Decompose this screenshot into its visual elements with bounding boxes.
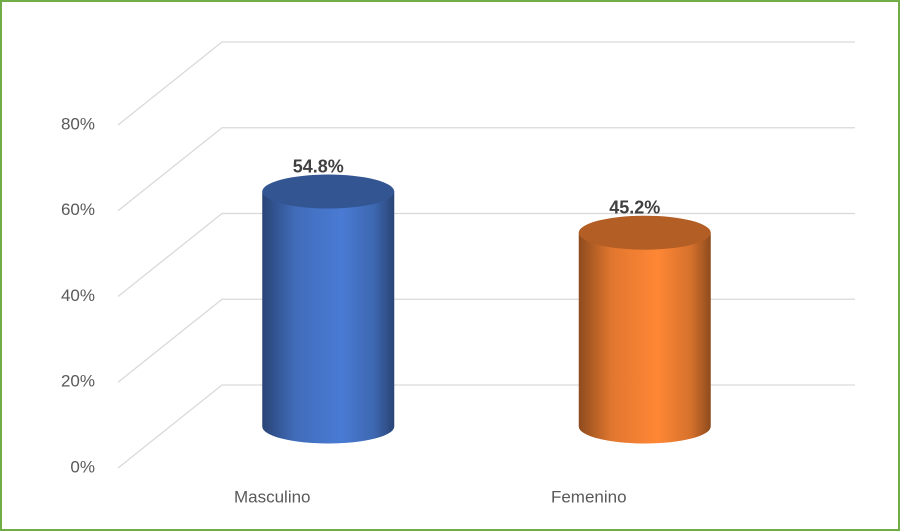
bar: [578, 232, 711, 444]
bar-top: [578, 215, 711, 250]
y-tick-label: 20%: [61, 372, 95, 391]
value-label: 45.2%: [609, 197, 660, 217]
value-label: 54.8%: [293, 156, 344, 176]
y-tick-label: 80%: [61, 114, 95, 133]
y-tick-label: 40%: [61, 286, 95, 305]
x-tick-label: Femenino: [551, 487, 627, 506]
bar: [262, 191, 395, 444]
grid-line: [117, 41, 855, 126]
grid-line: [117, 212, 855, 298]
y-tick-label: 0%: [70, 457, 95, 476]
y-tick-label: 60%: [61, 200, 95, 219]
bar-top: [262, 174, 395, 209]
grid-line: [117, 127, 855, 212]
x-tick-label: Masculino: [234, 487, 311, 506]
